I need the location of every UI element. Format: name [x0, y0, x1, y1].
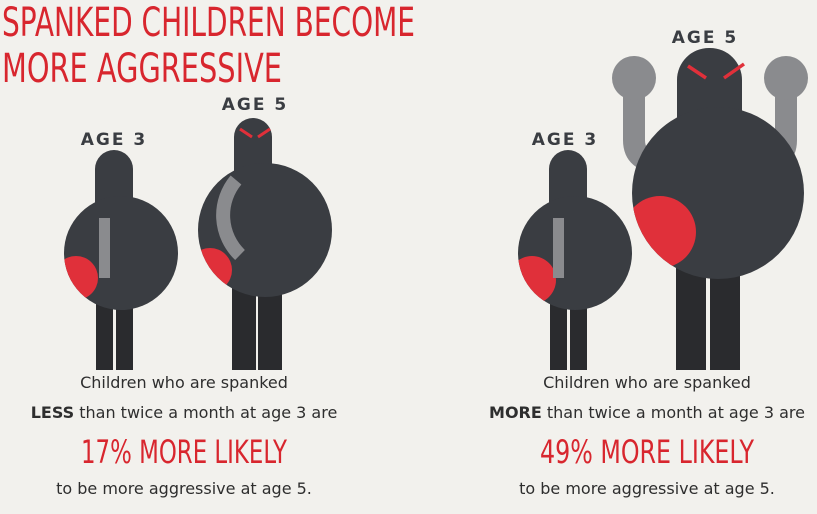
caption: to be more aggressive at age 5. — [519, 479, 775, 498]
figure-label: AGE 3 — [81, 130, 147, 150]
stat: 49% MORE LIKELY — [540, 433, 754, 471]
figure-label: AGE 5 — [222, 95, 288, 115]
figure — [612, 48, 808, 370]
caption: Children who are spanked — [543, 373, 751, 392]
emphasis: LESS — [31, 403, 74, 422]
title-line: SPANKED CHILDREN BECOME — [2, 0, 415, 46]
figure — [64, 150, 178, 370]
figure-label: AGE 5 — [672, 28, 738, 48]
figure — [518, 150, 632, 370]
figure-label: AGE 3 — [532, 130, 598, 150]
caption-text: than twice a month at age 3 are — [74, 403, 337, 422]
title-line: MORE AGGRESSIVE — [2, 46, 282, 92]
caption: MORE than twice a month at age 3 are — [489, 403, 805, 422]
caption: Children who are spanked — [80, 373, 288, 392]
emphasis: MORE — [489, 403, 542, 422]
caption: LESS than twice a month at age 3 are — [31, 403, 338, 422]
stat: 17% MORE LIKELY — [81, 433, 287, 471]
caption: to be more aggressive at age 5. — [56, 479, 312, 498]
figure — [198, 118, 332, 370]
caption-text: than twice a month at age 3 are — [542, 403, 805, 422]
